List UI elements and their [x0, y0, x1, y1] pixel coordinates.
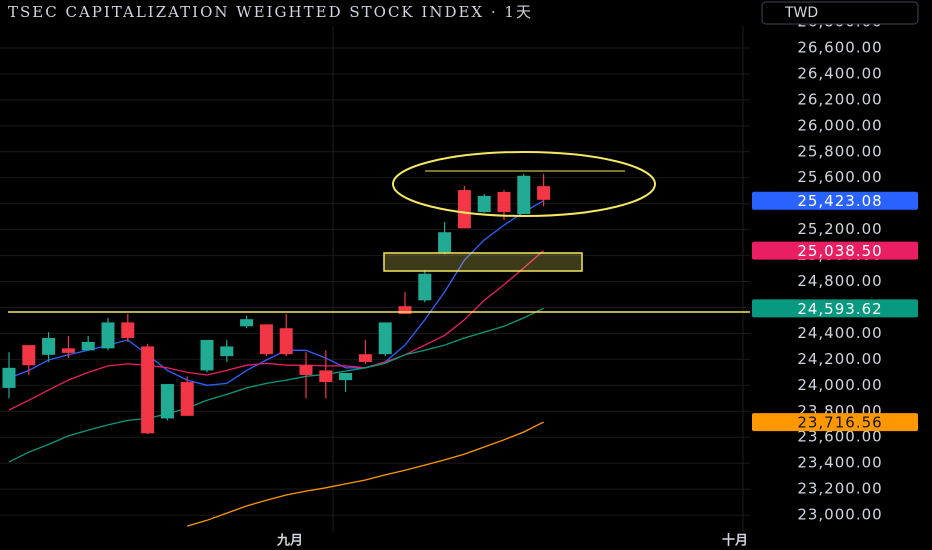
- moving-averages: [8, 200, 545, 527]
- y-tick-label: 26,600.00: [797, 39, 882, 57]
- candle-body: [358, 354, 372, 362]
- candle-body: [497, 192, 511, 213]
- candle-body: [160, 384, 174, 419]
- candle-body: [279, 328, 293, 355]
- candle-body: [438, 232, 452, 253]
- price-badge-label: 24,593.62: [797, 300, 882, 318]
- y-tick-label: 24,200.00: [797, 350, 882, 368]
- candle-body: [101, 322, 115, 349]
- y-tick-label: 26,200.00: [797, 90, 882, 108]
- x-axis-label: 十月: [722, 533, 748, 549]
- price-badge: [752, 413, 918, 432]
- price-axis: 23,000.0023,200.0023,400.0023,600.0023,8…: [752, 13, 918, 524]
- y-tick-label: 25,800.00: [797, 142, 882, 160]
- y-tick-label: 23,000.00: [797, 506, 882, 524]
- price-badge: [752, 241, 918, 260]
- y-tick-label: 26,000.00: [797, 116, 882, 134]
- highlight-ellipse: [392, 151, 656, 217]
- price-badge: [752, 191, 918, 210]
- candle-body: [2, 367, 16, 388]
- currency-label[interactable]: TWD: [784, 5, 818, 21]
- candle-body: [220, 346, 234, 357]
- y-tick-label: 23,200.00: [797, 480, 882, 498]
- candle-body: [81, 341, 95, 351]
- highlight-box: [383, 252, 583, 272]
- candles: [2, 173, 551, 434]
- price-badge: [752, 299, 918, 318]
- price-badge-label: 25,038.50: [797, 242, 882, 260]
- y-tick-label: 23,600.00: [797, 428, 882, 446]
- candle-body: [517, 175, 531, 215]
- y-tick-label: 23,400.00: [797, 454, 882, 472]
- price-badge-label: 23,716.56: [797, 414, 882, 432]
- candle-body: [200, 339, 214, 371]
- y-tick-label: 25,600.00: [797, 168, 882, 186]
- moving-average-line: [8, 200, 544, 386]
- candle-body: [378, 322, 392, 355]
- candle-body: [339, 373, 353, 381]
- candle-body: [457, 190, 471, 229]
- y-tick-label: 24,800.00: [797, 272, 882, 290]
- moving-average-line: [187, 421, 544, 527]
- candle-body: [121, 322, 135, 338]
- y-tick-label: 26,400.00: [797, 64, 882, 82]
- candle-body: [537, 186, 551, 200]
- candle-body: [141, 346, 155, 434]
- moving-average-line: [8, 307, 544, 463]
- candle-body: [299, 365, 313, 375]
- currency-button-box[interactable]: [761, 1, 919, 25]
- candle-body: [259, 324, 273, 355]
- chart-title: TSEC CAPITALIZATION WEIGHTED STOCK INDEX…: [8, 3, 533, 21]
- y-tick-label: 24,000.00: [797, 376, 882, 394]
- candle-body: [42, 337, 56, 355]
- moving-average-line: [8, 250, 545, 411]
- candle-body: [240, 319, 254, 327]
- currency-button[interactable]: TWD: [761, 1, 919, 25]
- candle-body: [61, 348, 75, 353]
- y-tick-label: 25,200.00: [797, 220, 882, 238]
- x-axis-label: 九月: [276, 534, 303, 549]
- candle-body: [319, 370, 333, 383]
- candle-body: [477, 195, 491, 213]
- y-tick-label: 24,400.00: [797, 324, 882, 342]
- title-bg: [0, 0, 755, 26]
- candle-body: [22, 345, 36, 366]
- candle-body: [418, 273, 432, 301]
- candle-body: [180, 382, 194, 416]
- candle-body: [398, 306, 412, 314]
- price-badge-label: 25,423.08: [797, 192, 882, 210]
